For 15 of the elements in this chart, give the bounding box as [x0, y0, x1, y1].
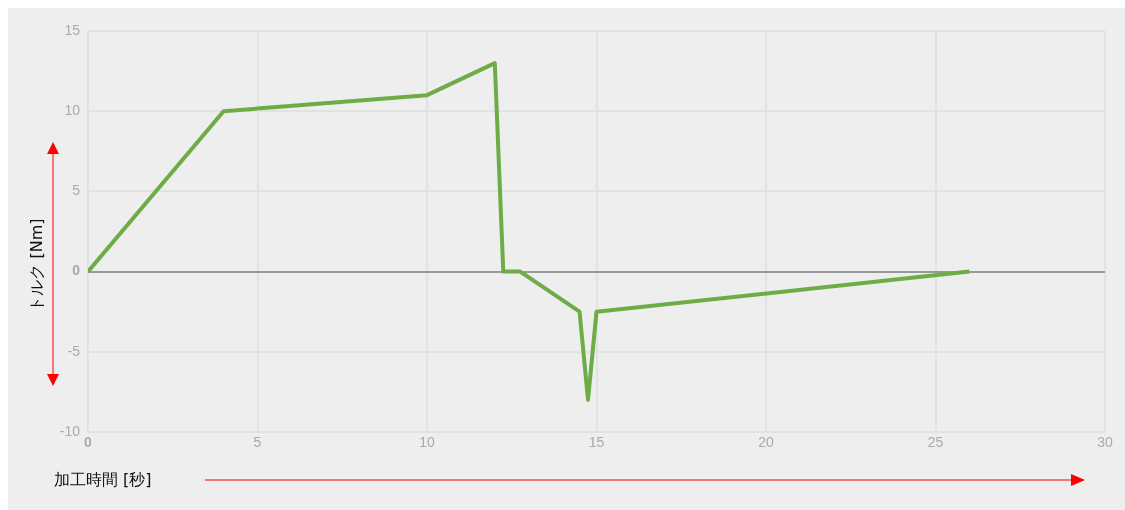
y-tick-label: -10 [59, 422, 81, 439]
y-tick-label: 10 [64, 102, 81, 119]
y-axis-title: トルク [Nm] [26, 218, 47, 312]
x-tick-label: 30 [1097, 434, 1113, 451]
x-tick-label: 10 [419, 434, 435, 451]
y-tick-label: 0 [72, 262, 81, 279]
x-tick-label: 15 [588, 434, 605, 451]
x-tick-label: 0 [84, 434, 93, 451]
x-axis-title: 加工時間 [秒] [54, 470, 152, 491]
y-tick-label: -5 [67, 342, 81, 359]
x-tick-label: 5 [253, 434, 262, 451]
y-tick-label: 5 [72, 182, 81, 199]
x-tick-label: 25 [927, 434, 944, 451]
y-tick-label: 15 [64, 21, 81, 38]
x-tick-label: 20 [758, 434, 774, 451]
